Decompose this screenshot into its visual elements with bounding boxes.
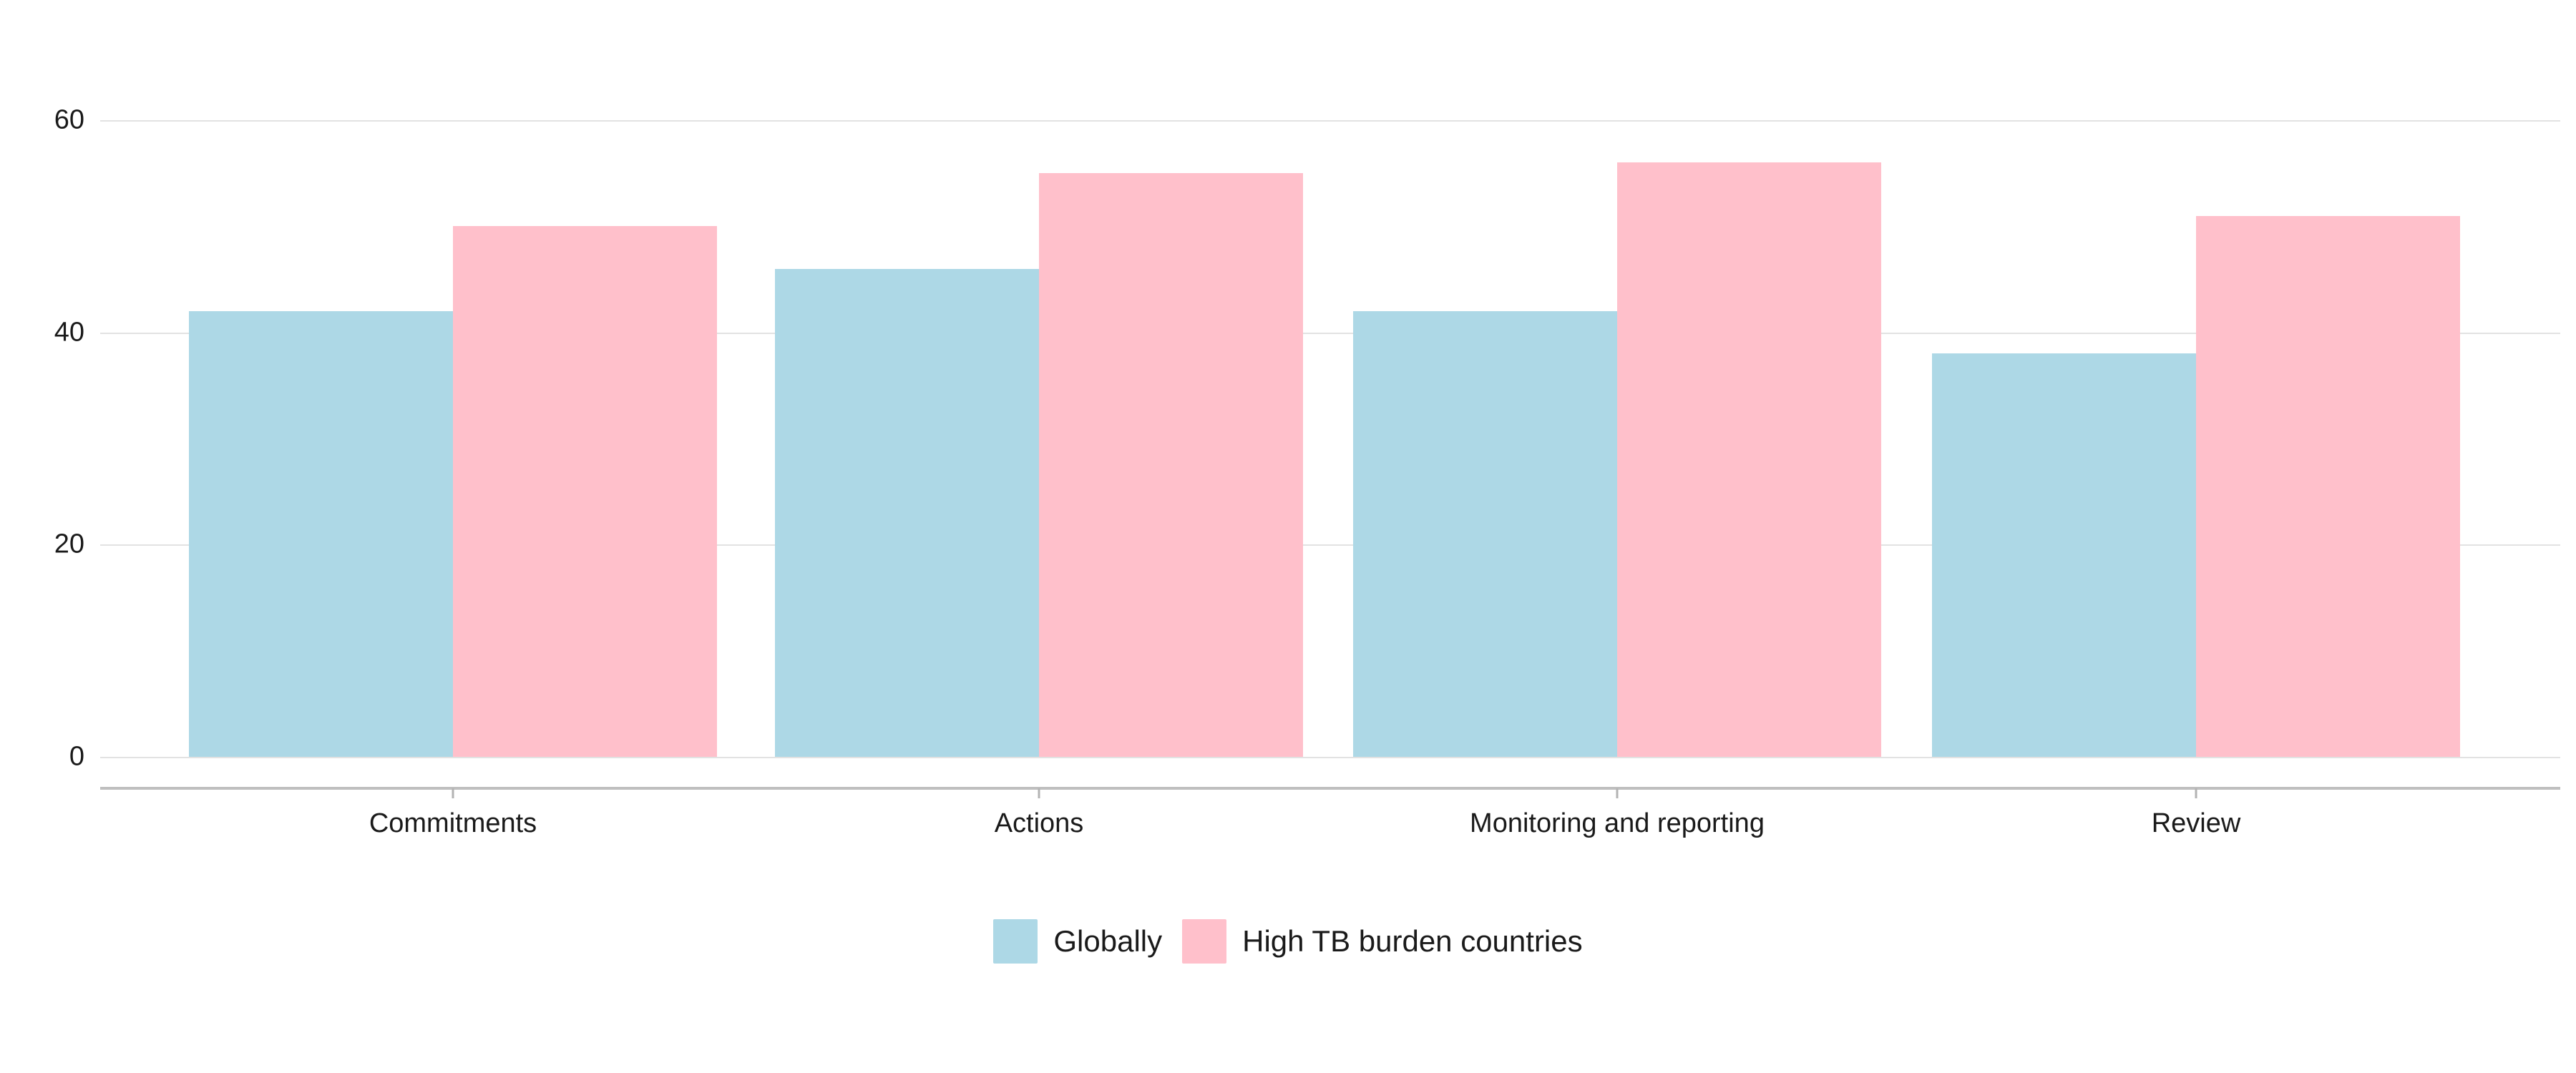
- gridline-60: [100, 120, 2560, 122]
- legend-label-globally: Globally: [1053, 924, 1163, 958]
- x-tick-mark-2: [1616, 788, 1619, 798]
- gridline-20: [100, 544, 2560, 547]
- y-axis-tick-labels: 0 20 40 60: [0, 43, 84, 787]
- bar-globally-2[interactable]: [1353, 311, 1617, 757]
- gridline-0: [100, 757, 2560, 758]
- bar-high-tb-burden-0[interactable]: [453, 226, 717, 757]
- x-tick-mark-1: [1038, 788, 1040, 798]
- legend-swatch-globally: [993, 919, 1038, 964]
- x-axis-line: [100, 787, 2560, 790]
- bar-globally-0[interactable]: [189, 311, 453, 757]
- bar-high-tb-burden-3[interactable]: [2196, 215, 2460, 757]
- y-tick-label-0: 0: [69, 741, 84, 772]
- gridline-40: [100, 332, 2560, 334]
- x-tick-mark-0: [452, 788, 454, 798]
- legend-item-highburden[interactable]: High TB burden countries: [1182, 919, 1583, 964]
- x-tick-label-3: Review: [2151, 808, 2241, 838]
- chart-legend: Globally High TB burden countries: [0, 919, 2576, 964]
- y-tick-label-60: 60: [54, 104, 84, 135]
- bar-globally-3[interactable]: [1932, 353, 2196, 757]
- x-tick-label-2: Monitoring and reporting: [1470, 808, 1765, 838]
- bar-high-tb-burden-2[interactable]: [1617, 162, 1881, 757]
- bar-globally-1[interactable]: [775, 268, 1039, 757]
- bar-high-tb-burden-1[interactable]: [1039, 173, 1303, 757]
- legend-label-highburden: High TB burden countries: [1242, 924, 1583, 958]
- y-tick-label-20: 20: [54, 529, 84, 559]
- legend-swatch-highburden: [1182, 919, 1227, 964]
- y-tick-label-40: 40: [54, 317, 84, 348]
- plot-panel: [100, 43, 2560, 787]
- legend-item-globally[interactable]: Globally: [993, 919, 1162, 964]
- x-tick-label-1: Actions: [994, 808, 1084, 838]
- x-tick-label-0: Commitments: [369, 808, 537, 838]
- x-tick-mark-3: [2195, 788, 2197, 798]
